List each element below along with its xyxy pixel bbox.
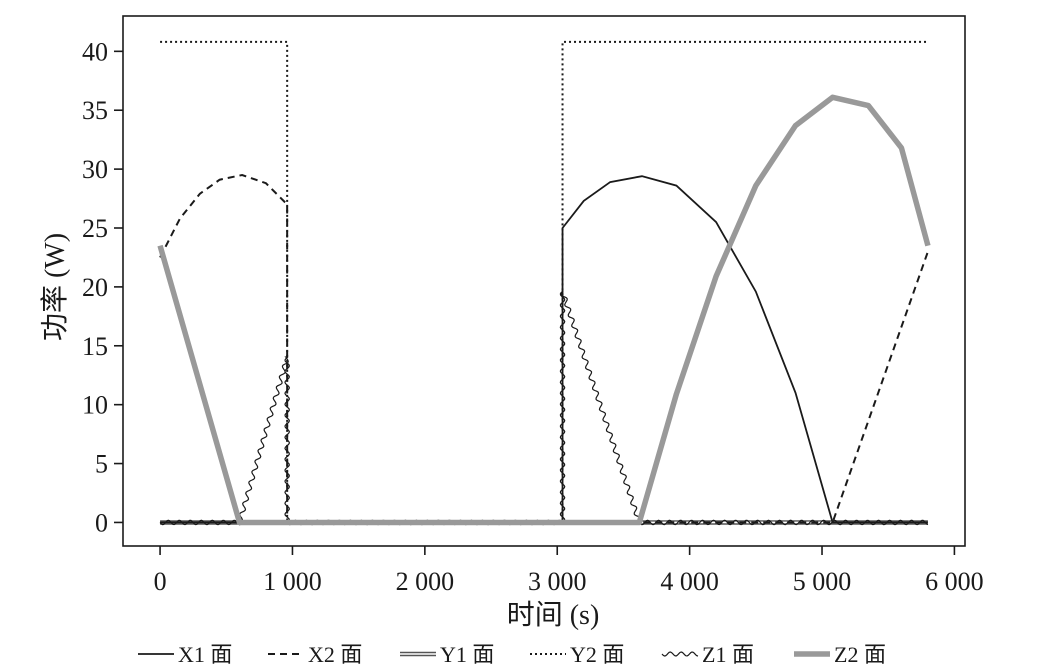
series-line-x2-面 bbox=[159, 173, 929, 524]
x-tick-label: 5 000 bbox=[793, 567, 852, 596]
y-tick-label: 15 bbox=[82, 332, 108, 361]
series-line-z2-面 bbox=[157, 94, 931, 526]
series-path bbox=[160, 175, 928, 524]
legend-label: X2 面 bbox=[308, 642, 362, 667]
x-tick-label: 2 000 bbox=[396, 567, 455, 596]
legend-item: X1 面 bbox=[138, 642, 232, 667]
legend-label: X1 面 bbox=[178, 642, 232, 667]
series-layer bbox=[157, 40, 931, 526]
y-tick-label: 10 bbox=[82, 391, 108, 420]
legend-item: Z1 面 bbox=[661, 642, 754, 667]
y-tick-label: 20 bbox=[82, 273, 108, 302]
series-path bbox=[159, 173, 929, 524]
y-tick-label: 5 bbox=[95, 450, 108, 479]
series-line-x1-面 bbox=[160, 175, 928, 524]
y-tick-label: 40 bbox=[82, 37, 108, 66]
axes-layer: 0 1 000 2 000 3 000 4 000 5 000 6 000 0 5 10 15 20 2… bbox=[82, 37, 984, 596]
legend-label: Z1 面 bbox=[702, 642, 754, 667]
legend-label: Y1 面 bbox=[440, 642, 494, 667]
legend-item: Y1 面 bbox=[400, 642, 494, 667]
series-line-z1-面 bbox=[159, 291, 929, 526]
legend-label: Z2 面 bbox=[834, 642, 886, 667]
legend: X1 面 X2 面 Y1 面 Y2 面 Z1 面 Z2 面 bbox=[138, 642, 886, 667]
x-axis-title: 时间 (s) bbox=[507, 599, 600, 631]
x-tick-label: 6 000 bbox=[925, 567, 984, 596]
x-tick-label: 1 000 bbox=[263, 567, 322, 596]
x-tick-label: 3 000 bbox=[528, 567, 587, 596]
y-tick-label: 30 bbox=[82, 155, 108, 184]
y-tick-label: 25 bbox=[82, 214, 108, 243]
legend-swatch bbox=[661, 651, 699, 657]
series-path bbox=[157, 94, 931, 526]
series-path bbox=[159, 291, 929, 526]
legend-item: X2 面 bbox=[268, 642, 362, 667]
legend-item: Z2 面 bbox=[794, 642, 886, 667]
x-tick-label: 4 000 bbox=[660, 567, 719, 596]
legend-item: Y2 面 bbox=[530, 642, 624, 667]
legend-label: Y2 面 bbox=[570, 642, 624, 667]
y-axis-title: 功率 (W) bbox=[39, 233, 71, 341]
y-tick-label: 0 bbox=[95, 508, 108, 537]
plot-frame bbox=[122, 15, 966, 547]
y-tick-label: 35 bbox=[82, 96, 108, 125]
x-tick-label: 0 bbox=[154, 567, 167, 596]
